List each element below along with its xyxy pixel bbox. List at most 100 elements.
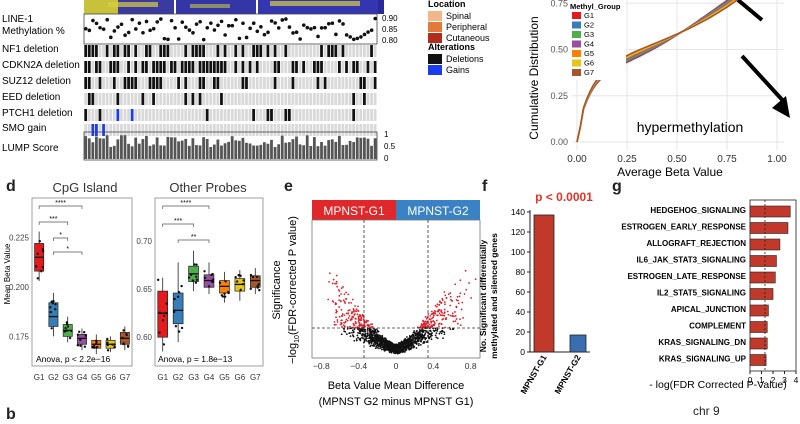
box-point	[193, 263, 196, 266]
volcano-point	[459, 318, 461, 321]
cdf-xtick: 0.75	[717, 154, 737, 165]
sig-label: *	[66, 246, 69, 253]
volcano-point	[444, 294, 447, 297]
alteration-cell	[184, 93, 188, 105]
box-point	[49, 306, 52, 309]
alteration-cell	[198, 109, 202, 121]
box-point	[41, 266, 45, 269]
alteration-cell	[320, 45, 323, 57]
alteration-cell	[262, 77, 266, 89]
alteration-cell	[137, 45, 141, 57]
sig-bracket	[38, 205, 83, 209]
e-xtick: −0.8	[313, 361, 330, 371]
volcano-point	[346, 319, 349, 322]
volcano-point	[357, 336, 360, 339]
volcano-point	[334, 323, 337, 326]
lump-bar	[127, 143, 130, 159]
alteration-cell	[287, 61, 291, 73]
methylation-dot	[230, 23, 235, 28]
alteration-cell	[155, 45, 159, 57]
alteration-cell	[241, 109, 245, 121]
volcano-point	[422, 319, 424, 322]
alteration-cell	[116, 77, 120, 89]
alteration-cell	[209, 77, 213, 89]
f-ylabel-1: No. Significant differentially	[478, 240, 488, 353]
alteration-cell	[330, 124, 334, 136]
volcano-point	[432, 329, 435, 332]
alteration-cell	[230, 124, 234, 136]
alteration-cell	[198, 45, 202, 57]
volcano-point	[375, 333, 377, 336]
sig-bracket	[177, 239, 210, 243]
alteration-cell	[184, 45, 188, 57]
volcano-point	[438, 325, 440, 328]
alteration-cell	[355, 61, 359, 73]
alteration-cell	[87, 45, 91, 57]
alteration-cell	[348, 45, 352, 57]
box-point	[36, 277, 40, 280]
g-bar	[749, 222, 789, 234]
volcano-point	[409, 337, 412, 340]
volcano-point	[343, 321, 345, 324]
alteration-cell	[316, 45, 320, 57]
cdf-xtick: 0.25	[617, 154, 637, 165]
volcano-point	[435, 305, 438, 308]
volcano-point	[440, 322, 443, 325]
alteration-cell	[248, 61, 252, 73]
g-category-label: COMPLEMENT	[689, 322, 746, 331]
volcano-point	[424, 332, 427, 335]
alteration-cell	[130, 124, 134, 136]
alteration-cell	[237, 61, 241, 73]
lump-bar	[327, 140, 331, 159]
alteration-cell	[277, 93, 281, 105]
box-point	[258, 288, 261, 292]
alteration-cell	[109, 61, 113, 73]
volcano-point	[387, 349, 390, 351]
alteration-cell	[105, 61, 109, 73]
alteration-cell	[262, 45, 266, 57]
volcano-point	[382, 346, 384, 348]
f-ylabel-2: methylated and silenced genes	[489, 233, 499, 359]
lump-bar	[145, 135, 148, 159]
alteration-cell	[98, 124, 102, 136]
alteration-cell	[330, 61, 334, 73]
alteration-cell	[205, 45, 209, 57]
alteration-cell	[127, 45, 130, 57]
alteration-cell	[323, 109, 327, 121]
alteration-cell	[230, 45, 234, 57]
volcano-point	[404, 342, 406, 344]
alteration-cell	[195, 124, 198, 136]
alteration-cell	[287, 93, 291, 105]
legend-label: Deletions	[446, 54, 484, 64]
volcano-point	[332, 278, 335, 281]
volcano-point	[371, 323, 374, 326]
box-point	[173, 297, 176, 301]
alteration-cell	[320, 61, 323, 73]
lump-bar	[187, 145, 191, 159]
cdf-xtick: 0.50	[667, 154, 687, 165]
methylation-dot	[105, 17, 110, 22]
alteration-cell	[245, 61, 248, 73]
alteration-cell	[109, 93, 113, 105]
methylation-dot	[108, 35, 113, 40]
methylation-dot	[273, 21, 277, 25]
alteration-cell	[259, 45, 263, 57]
volcano-point	[440, 309, 443, 312]
volcano-point	[430, 322, 432, 324]
lump-bar	[137, 143, 141, 159]
lump-bar	[123, 135, 127, 159]
lump-tick-1: 0.5	[384, 142, 396, 151]
alteration-cell	[291, 45, 295, 57]
box-point	[95, 346, 98, 349]
lump-bar	[159, 145, 163, 159]
f-ytick: 20	[516, 327, 526, 337]
volcano-point	[366, 332, 369, 334]
volcano-point	[357, 317, 360, 320]
box-point	[156, 278, 160, 282]
methylation-dot	[287, 25, 292, 29]
e-g2-header	[396, 200, 480, 220]
d-xtick: G1	[157, 373, 168, 382]
volcano-point	[352, 308, 355, 310]
alteration-cell	[345, 109, 348, 121]
cdf-panel: Cumulative Distribution 0.750.500.250.00…	[527, 0, 790, 179]
